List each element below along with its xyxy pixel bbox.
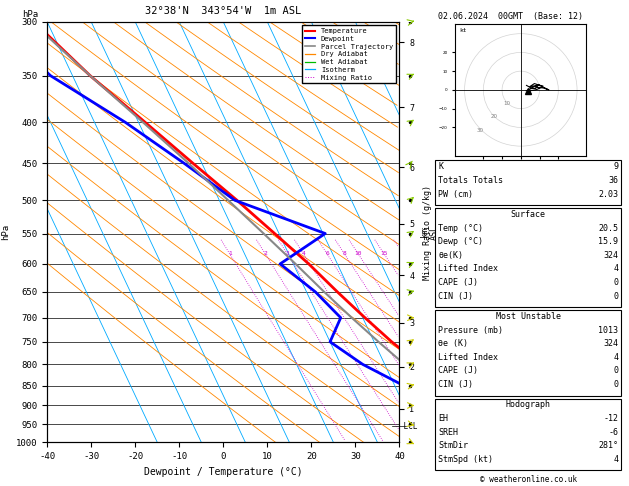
Text: 8: 8 xyxy=(343,251,347,256)
Text: 324: 324 xyxy=(603,251,618,260)
Y-axis label: hPa: hPa xyxy=(1,224,11,240)
Text: θe (K): θe (K) xyxy=(438,339,469,348)
Text: CAPE (J): CAPE (J) xyxy=(438,278,479,287)
Text: PW (cm): PW (cm) xyxy=(438,190,474,199)
Text: Mixing Ratio (g/kg): Mixing Ratio (g/kg) xyxy=(423,185,432,279)
Text: Pressure (mb): Pressure (mb) xyxy=(438,326,503,335)
Text: Temp (°C): Temp (°C) xyxy=(438,224,484,233)
Text: 6: 6 xyxy=(325,251,329,256)
Text: -6: -6 xyxy=(608,428,618,437)
Text: Hodograph: Hodograph xyxy=(506,400,551,410)
X-axis label: Dewpoint / Temperature (°C): Dewpoint / Temperature (°C) xyxy=(144,467,303,477)
Text: StmSpd (kt): StmSpd (kt) xyxy=(438,455,493,464)
Text: Lifted Index: Lifted Index xyxy=(438,264,498,274)
Y-axis label: km
ASL: km ASL xyxy=(420,225,439,240)
Text: 4: 4 xyxy=(613,455,618,464)
Text: 30: 30 xyxy=(477,128,484,133)
Text: 4: 4 xyxy=(301,251,305,256)
Text: θe(K): θe(K) xyxy=(438,251,464,260)
Text: EH: EH xyxy=(438,414,448,423)
Text: 10: 10 xyxy=(504,101,511,106)
Text: 0: 0 xyxy=(613,292,618,301)
Text: LCL: LCL xyxy=(399,422,418,431)
Text: StmDir: StmDir xyxy=(438,441,469,451)
Text: 4: 4 xyxy=(613,264,618,274)
Text: 2.03: 2.03 xyxy=(598,190,618,199)
Text: CIN (J): CIN (J) xyxy=(438,380,474,389)
Text: 0: 0 xyxy=(613,278,618,287)
Text: Most Unstable: Most Unstable xyxy=(496,312,561,321)
Text: Surface: Surface xyxy=(511,210,546,219)
Text: 20: 20 xyxy=(491,114,498,120)
Text: © weatheronline.co.uk: © weatheronline.co.uk xyxy=(480,475,577,485)
Legend: Temperature, Dewpoint, Parcel Trajectory, Dry Adiabat, Wet Adiabat, Isotherm, Mi: Temperature, Dewpoint, Parcel Trajectory… xyxy=(302,25,396,83)
Text: 02.06.2024  00GMT  (Base: 12): 02.06.2024 00GMT (Base: 12) xyxy=(438,12,583,21)
Text: 15.9: 15.9 xyxy=(598,237,618,246)
Text: 2: 2 xyxy=(264,251,267,256)
Text: hPa: hPa xyxy=(22,10,38,19)
Text: 15: 15 xyxy=(381,251,388,256)
Text: 0: 0 xyxy=(613,366,618,376)
Text: Lifted Index: Lifted Index xyxy=(438,353,498,362)
Text: 20.5: 20.5 xyxy=(598,224,618,233)
Text: Totals Totals: Totals Totals xyxy=(438,176,503,185)
Text: SREH: SREH xyxy=(438,428,459,437)
Text: 36: 36 xyxy=(608,176,618,185)
Text: 3: 3 xyxy=(286,251,289,256)
Text: 324: 324 xyxy=(603,339,618,348)
Text: kt: kt xyxy=(459,28,467,33)
Text: 10: 10 xyxy=(355,251,362,256)
Text: 1: 1 xyxy=(228,251,231,256)
Text: -12: -12 xyxy=(603,414,618,423)
Text: CAPE (J): CAPE (J) xyxy=(438,366,479,376)
Text: 1013: 1013 xyxy=(598,326,618,335)
Text: CIN (J): CIN (J) xyxy=(438,292,474,301)
Text: 4: 4 xyxy=(613,353,618,362)
Text: 32°38'N  343°54'W  1m ASL: 32°38'N 343°54'W 1m ASL xyxy=(145,6,301,16)
Text: 0: 0 xyxy=(613,380,618,389)
Text: 9: 9 xyxy=(613,162,618,172)
Text: Dewp (°C): Dewp (°C) xyxy=(438,237,484,246)
Text: K: K xyxy=(438,162,443,172)
Text: 281°: 281° xyxy=(598,441,618,451)
